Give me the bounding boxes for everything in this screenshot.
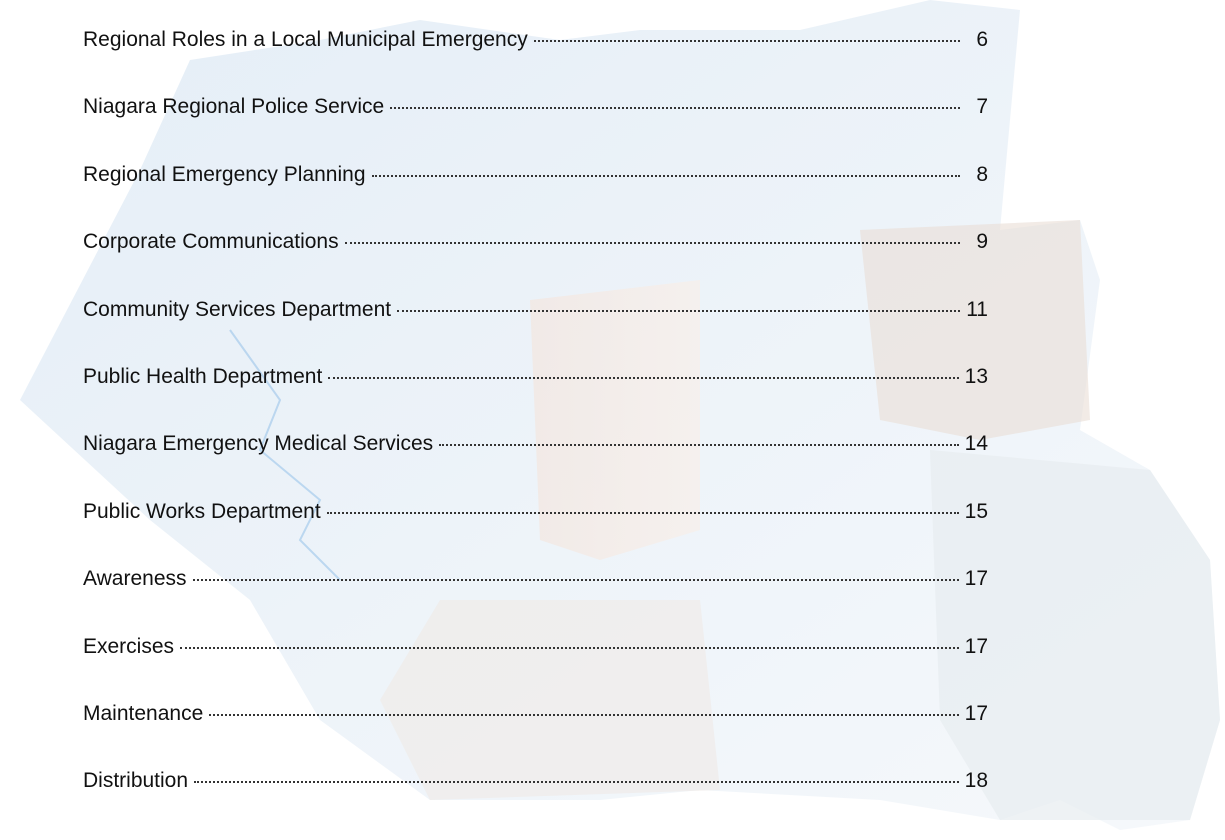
dot-leader bbox=[180, 647, 959, 649]
page-number: 6 bbox=[966, 28, 988, 52]
dot-leader bbox=[397, 310, 960, 312]
page-number: 17 bbox=[965, 635, 988, 659]
toc-entry: Regional Roles in a Local Municipal Emer… bbox=[83, 28, 988, 95]
page-number: 8 bbox=[966, 163, 988, 187]
entry-title: Exercises bbox=[83, 635, 174, 659]
entry-title: Public Works Department bbox=[83, 500, 321, 524]
toc-entry: Public Health Department 13 bbox=[83, 365, 988, 432]
toc-entry: Niagara Emergency Medical Services 14 bbox=[83, 432, 988, 499]
dot-leader bbox=[345, 242, 960, 244]
dot-leader bbox=[193, 579, 959, 581]
table-of-contents: Regional Roles in a Local Municipal Emer… bbox=[83, 28, 988, 837]
dot-leader bbox=[439, 444, 959, 446]
page-number: 17 bbox=[965, 702, 988, 726]
page-number: 9 bbox=[966, 230, 988, 254]
dot-leader bbox=[194, 781, 959, 783]
toc-entry: Maintenance 17 bbox=[83, 702, 988, 769]
toc-entry: Corporate Communications 9 bbox=[83, 230, 988, 297]
toc-entry: Exercises 17 bbox=[83, 635, 988, 702]
toc-entry: Public Works Department 15 bbox=[83, 500, 988, 567]
entry-title: Community Services Department bbox=[83, 298, 391, 322]
dot-leader bbox=[327, 512, 959, 514]
toc-entry: Regional Emergency Planning 8 bbox=[83, 163, 988, 230]
page: Regional Roles in a Local Municipal Emer… bbox=[0, 0, 1225, 840]
page-number: 7 bbox=[966, 95, 988, 119]
toc-entry: Distribution 18 bbox=[83, 769, 988, 836]
entry-title: Niagara Emergency Medical Services bbox=[83, 432, 433, 456]
page-number: 17 bbox=[965, 567, 988, 591]
page-number: 14 bbox=[965, 432, 988, 456]
entry-title: Awareness bbox=[83, 567, 187, 591]
entry-title: Public Health Department bbox=[83, 365, 322, 389]
entry-title: Niagara Regional Police Service bbox=[83, 95, 384, 119]
page-number: 11 bbox=[966, 298, 988, 322]
page-number: 15 bbox=[965, 500, 988, 524]
entry-title: Regional Emergency Planning bbox=[83, 163, 366, 187]
dot-leader bbox=[328, 377, 958, 379]
dot-leader bbox=[390, 107, 960, 109]
page-number: 18 bbox=[965, 769, 988, 793]
toc-entry: Niagara Regional Police Service 7 bbox=[83, 95, 988, 162]
entry-title: Regional Roles in a Local Municipal Emer… bbox=[83, 28, 528, 52]
entry-title: Maintenance bbox=[83, 702, 203, 726]
entry-title: Distribution bbox=[83, 769, 188, 793]
dot-leader bbox=[534, 40, 960, 42]
entry-title: Corporate Communications bbox=[83, 230, 339, 254]
dot-leader bbox=[209, 714, 958, 716]
dot-leader bbox=[372, 175, 960, 177]
toc-entry: Awareness 17 bbox=[83, 567, 988, 634]
toc-entry: Community Services Department 11 bbox=[83, 298, 988, 365]
page-number: 13 bbox=[965, 365, 988, 389]
